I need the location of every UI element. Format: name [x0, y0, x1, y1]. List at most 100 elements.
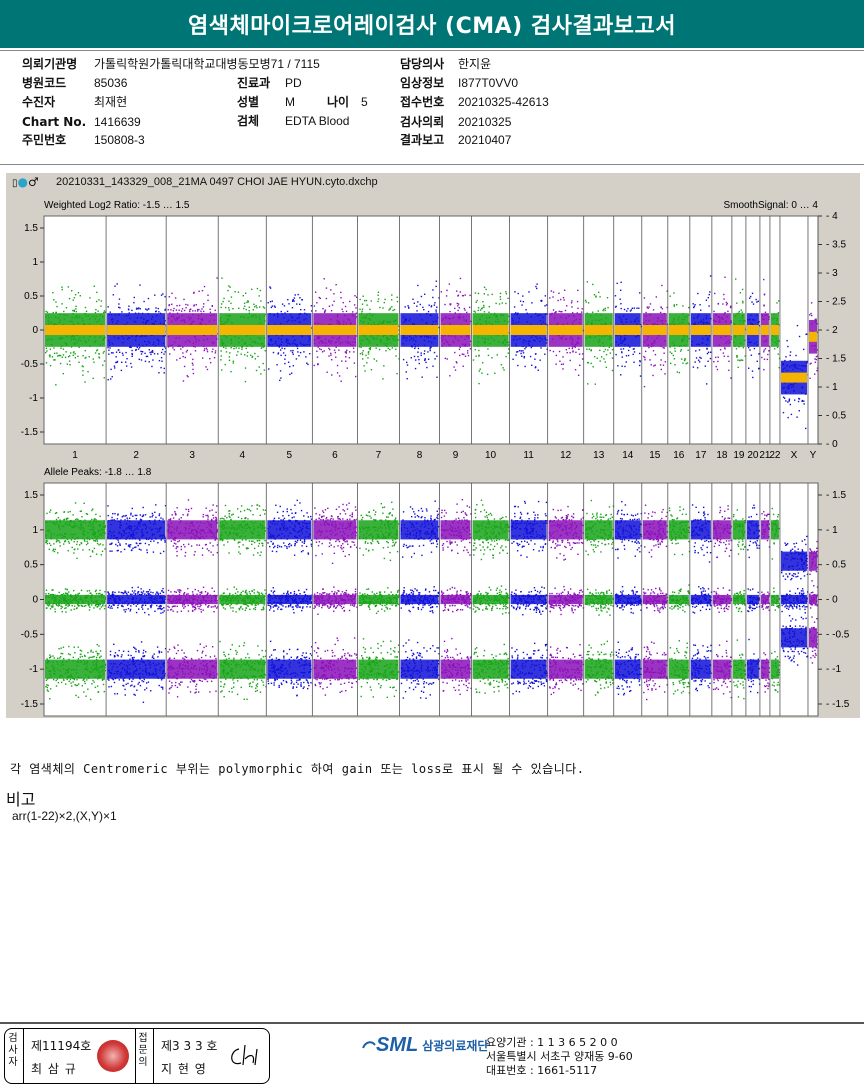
log2-point: [313, 364, 315, 367]
log2-point: [378, 348, 381, 351]
log2-point: [458, 307, 461, 309]
log2-point: [213, 356, 216, 359]
log2-point: [660, 306, 662, 308]
allele-point: [163, 607, 165, 609]
log2-point: [507, 352, 509, 354]
allele-point: [135, 542, 138, 544]
log2-point: [797, 400, 800, 403]
log2-point: [682, 362, 684, 364]
log2-point: [228, 309, 230, 311]
allele-point: [161, 590, 163, 592]
log2-point: [79, 295, 81, 297]
log2-point: [82, 354, 84, 357]
allele-point: [176, 507, 178, 509]
log2-point: [758, 367, 760, 370]
log2-point: [224, 363, 226, 366]
allele-band: [107, 520, 166, 540]
log2-point: [179, 357, 181, 360]
log2-point: [344, 305, 347, 308]
log2-point: [660, 368, 662, 371]
log2-point: [69, 364, 71, 366]
log2-point: [508, 344, 510, 346]
log2-point: [259, 289, 262, 292]
allele-point: [161, 608, 163, 610]
log2-point: [273, 305, 276, 307]
allele-point: [78, 592, 80, 595]
allele-point: [180, 548, 183, 551]
log2-point: [788, 398, 791, 400]
log2-point: [436, 376, 438, 378]
allele-point: [201, 547, 204, 550]
log2-point: [318, 296, 320, 299]
allele-point: [185, 508, 187, 511]
log2-point: [335, 356, 337, 358]
allele-point: [164, 541, 166, 543]
allele-point: [70, 539, 73, 541]
log2-point: [697, 292, 699, 295]
allele-point: [167, 609, 169, 611]
log2-point: [454, 312, 456, 314]
log2-point: [558, 350, 561, 353]
log2-point: [373, 358, 375, 360]
log2-point: [604, 348, 607, 351]
log2-point: [408, 306, 410, 309]
allele-point: [201, 554, 204, 556]
log2-point: [203, 303, 205, 305]
log2-point: [724, 347, 726, 349]
allele-point: [155, 504, 157, 506]
log2-point: [54, 359, 56, 361]
allele-point: [50, 605, 53, 607]
log2-point: [182, 352, 184, 354]
log2-point: [169, 312, 171, 314]
allele-point: [154, 610, 156, 613]
allele-point: [211, 587, 213, 589]
allele-point: [154, 511, 156, 514]
log2-point: [375, 360, 378, 362]
log2-point: [181, 308, 184, 310]
log2-right-tick: - 2: [826, 325, 838, 336]
log2-point: [406, 377, 408, 380]
log2-point: [688, 306, 690, 309]
log2-point: [777, 300, 780, 302]
log2-point: [72, 354, 74, 357]
allele-right-tick: - 1.5: [826, 490, 846, 501]
allele-left-tick: -1.5: [21, 699, 39, 710]
allele-point: [162, 518, 164, 520]
log2-point: [216, 277, 218, 279]
log2-point: [147, 297, 150, 300]
log2-point: [522, 352, 525, 354]
log2-chr-5: [267, 286, 313, 382]
allele-point: [61, 610, 63, 613]
log2-point: [127, 308, 130, 310]
allele-point: [98, 592, 101, 595]
allele-point: [97, 691, 100, 693]
allele-point: [125, 592, 128, 595]
log2-point: [798, 335, 801, 338]
allele-point: [172, 517, 175, 519]
log2-point: [227, 289, 229, 292]
log2-point: [363, 365, 365, 367]
log2-point: [517, 350, 519, 353]
log2-point: [395, 355, 397, 357]
log2-point: [636, 307, 638, 309]
log2-point: [577, 307, 579, 310]
log2-point: [730, 377, 732, 379]
log2-point: [391, 347, 394, 349]
log2-point: [614, 295, 617, 297]
log2-point: [368, 347, 371, 350]
result-label: 결과보고: [400, 133, 445, 147]
log2-point: [369, 348, 371, 351]
log2-point: [566, 305, 568, 307]
log2-point: [549, 297, 551, 299]
result-row: 결과보고 20210407: [400, 132, 511, 148]
allele-point: [152, 591, 154, 594]
log2-point: [638, 307, 640, 309]
allele-point: [215, 511, 217, 514]
allele-left-tick: -0.5: [21, 629, 39, 640]
allele-point: [76, 607, 78, 609]
allele-point: [162, 550, 165, 553]
allele-point: [151, 516, 153, 518]
log2-point: [61, 356, 63, 358]
log2-point: [581, 358, 584, 360]
log2-point: [654, 353, 657, 356]
